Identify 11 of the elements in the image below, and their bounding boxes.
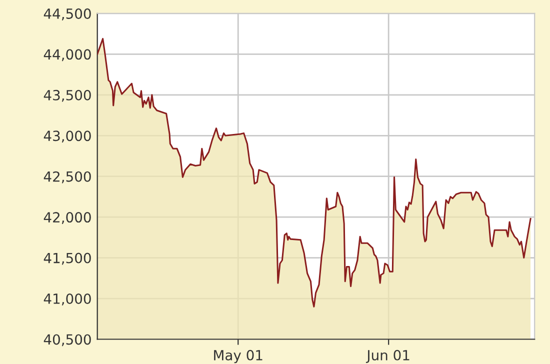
y-tick-label: 43,500 [44, 90, 91, 102]
y-tick-label: 42,000 [44, 212, 91, 224]
y-tick-label: 44,000 [44, 49, 91, 62]
y-tick-label: 41,500 [44, 252, 91, 265]
y-tick-label: 44,500 [44, 8, 91, 20]
x-tick-label: May 01 [214, 350, 262, 364]
y-tick-label: 40,500 [44, 334, 91, 346]
y-tick-label: 41,000 [44, 293, 91, 306]
y-tick-label: 43,000 [44, 130, 91, 143]
y-tick-label: 42,500 [44, 171, 91, 184]
x-tick-label: Jun 01 [366, 350, 410, 363]
